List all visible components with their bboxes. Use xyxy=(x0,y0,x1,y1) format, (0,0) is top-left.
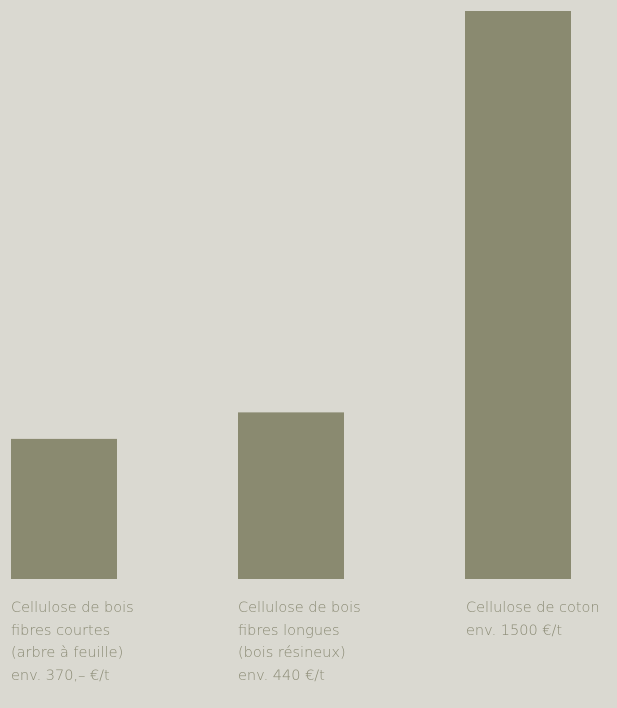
label-line: env. 370,– €/t xyxy=(11,667,110,684)
bar-label-long-fibre: Cellulose de bois fibres longues (bois r… xyxy=(238,597,361,687)
label-line: env. 1500 €/t xyxy=(466,622,563,639)
label-line: Cellulose de bois xyxy=(11,600,134,616)
label-line: (bois résineux) xyxy=(238,645,346,661)
label-line: env. 440 €/t xyxy=(238,667,325,684)
label-line: (arbre à feuille) xyxy=(11,645,124,661)
label-line: Cellulose de coton xyxy=(466,600,600,616)
label-line: fibres longues xyxy=(238,622,340,639)
bar-3 xyxy=(465,11,571,579)
label-line: fibres courtes xyxy=(11,622,111,639)
bar-label-short-fibre: Cellulose de bois fibres courtes (arbre … xyxy=(11,597,134,687)
label-line: Cellulose de bois xyxy=(238,600,361,616)
bar-1 xyxy=(11,438,117,579)
bar-label-cotton: Cellulose de coton env. 1500 €/t xyxy=(466,597,600,642)
bar-2 xyxy=(238,412,344,579)
